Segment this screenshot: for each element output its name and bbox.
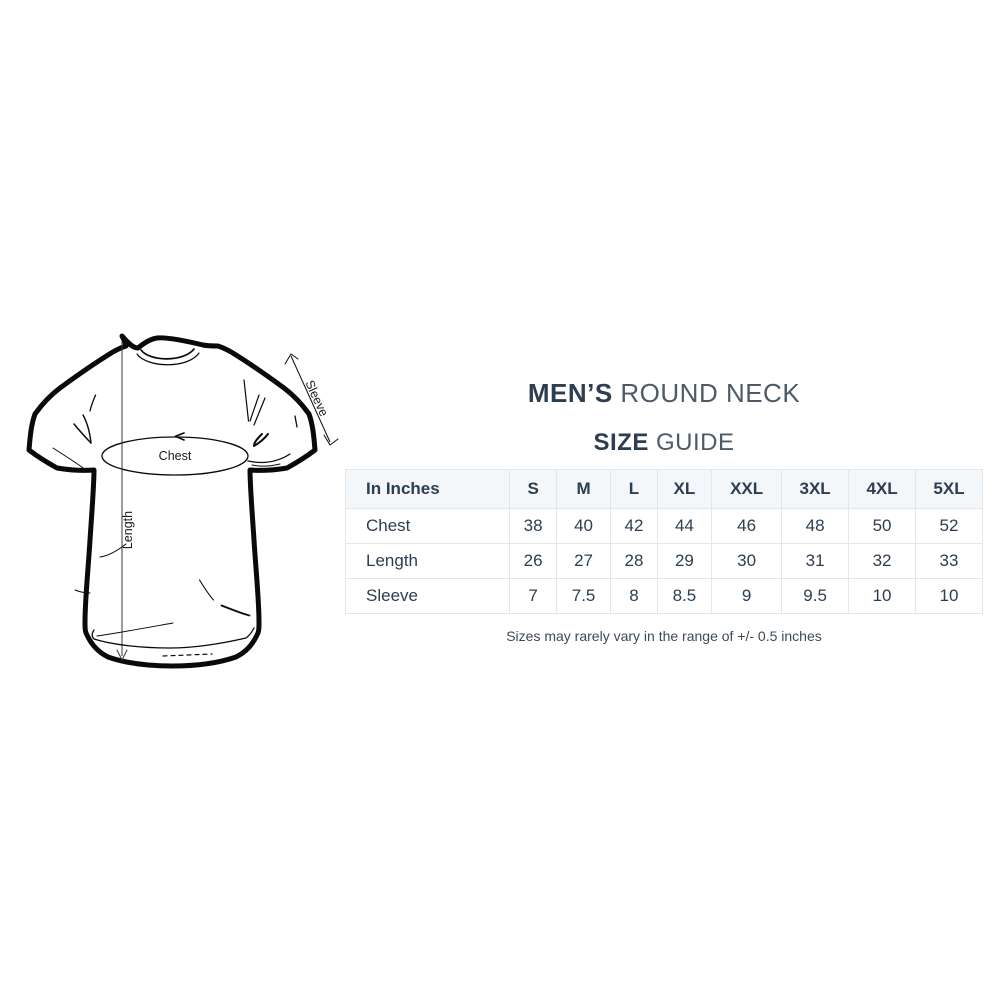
svg-text:Chest: Chest <box>159 449 192 463</box>
svg-text:Length: Length <box>121 511 135 549</box>
